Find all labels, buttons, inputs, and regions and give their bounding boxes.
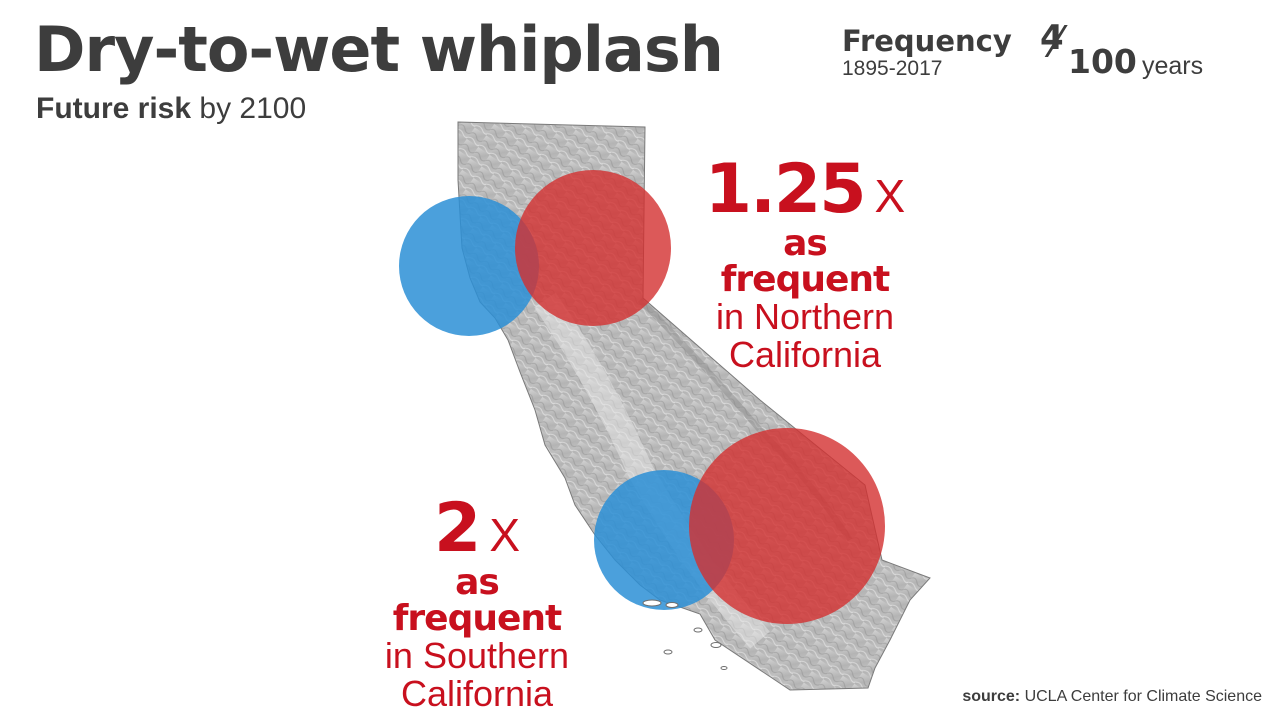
north-as-frequent: as frequent: [720, 223, 890, 300]
south-multiplier: 2: [433, 489, 481, 568]
north-multiplier-line: 1.25 X: [700, 156, 910, 224]
fraction-slash: ⁄: [1054, 15, 1062, 67]
frequency-label: Frequency: [842, 24, 1012, 58]
fraction-numerator: 4: [1040, 18, 1064, 58]
north-region-line2: California: [728, 333, 882, 375]
source-credit: source: UCLA Center for Climate Science: [962, 688, 1262, 706]
south-region-line2: California: [400, 672, 554, 714]
fraction-denominator: 100: [1068, 42, 1137, 81]
frequency-block: Frequency 1895-2017: [842, 24, 1012, 80]
north-multiplier: 1.25: [704, 150, 867, 229]
north-red-circle: [515, 170, 671, 326]
page-title: Dry-to-wet whiplash: [34, 13, 724, 86]
source-text: UCLA Center for Climate Science: [1024, 688, 1262, 705]
south-region-line1: in Southern: [384, 635, 570, 676]
subtitle-bold: Future risk: [36, 92, 192, 125]
source-label: source:: [962, 688, 1021, 705]
subtitle: Future risk by 2100: [36, 92, 306, 126]
fraction-unit: years: [1142, 52, 1204, 80]
subtitle-rest: by 2100: [199, 92, 307, 125]
south-x: X: [489, 509, 520, 561]
channel-islands: [642, 599, 728, 670]
south-red-circle: [689, 428, 885, 624]
south-as-frequent: as frequent: [392, 562, 562, 639]
north-blue-circle: [399, 196, 539, 336]
frequency-years: 1895-2017: [842, 56, 943, 80]
north-x: X: [874, 170, 906, 222]
north-region-line1: in Northern: [715, 296, 895, 337]
north-stat: 1.25 X as frequent in Northern California: [700, 156, 910, 374]
